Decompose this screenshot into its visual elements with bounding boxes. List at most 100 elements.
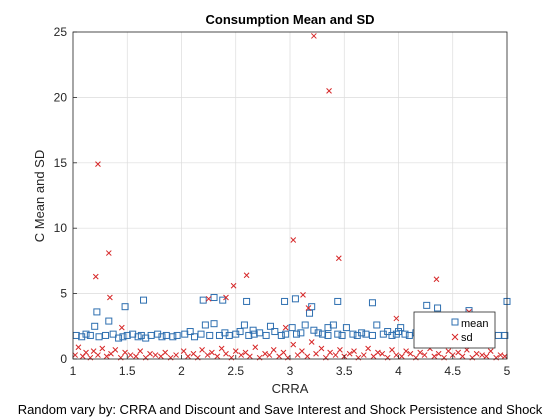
data-point-mean [373, 321, 381, 329]
data-point-mean [324, 331, 332, 339]
data-point-sd [218, 345, 225, 352]
data-point-mean [210, 320, 218, 328]
data-point-sd [118, 324, 125, 331]
legend-sd-marker [451, 333, 459, 341]
data-point-mean [245, 331, 253, 339]
data-point-sd [308, 339, 315, 345]
data-point-mean [349, 330, 357, 338]
data-point-sd [417, 349, 424, 356]
data-point-mean [121, 303, 129, 311]
axis-ticks: 1 1.5 2 2.5 3 3.5 4 4.5 5 0 5 10 15 20 25 [54, 25, 511, 378]
data-point-mean [249, 326, 257, 334]
data-point-mean [262, 331, 270, 339]
data-point-mean [501, 331, 509, 339]
data-point-sd [280, 349, 287, 356]
data-point-sd [162, 349, 169, 356]
data-point-mean [93, 308, 101, 316]
data-point-sd [483, 353, 490, 360]
data-point-sd [83, 349, 89, 356]
data-point-sd [421, 352, 428, 358]
legend-mean-marker [451, 318, 459, 326]
data-point-sd [223, 294, 229, 301]
data-point-mean [225, 331, 233, 339]
x-tick-label: 2.5 [227, 364, 244, 378]
data-point-sd [393, 352, 400, 358]
y-tick-label: 15 [54, 156, 68, 170]
data-point-sd [199, 346, 205, 353]
data-point-sd [318, 345, 325, 352]
data-point-sd [393, 315, 400, 322]
data-point-mean [82, 330, 90, 338]
data-point-sd [473, 350, 480, 357]
data-point-sd [435, 350, 442, 357]
y-tick-label: 5 [60, 287, 67, 301]
y-tick-label: 20 [54, 90, 68, 104]
data-point-mean [256, 329, 264, 337]
data-point-mean [397, 324, 405, 332]
data-point-mean [384, 328, 392, 336]
data-point-sd [173, 352, 179, 358]
data-point-sd [107, 294, 113, 301]
data-point-sd [270, 346, 277, 353]
data-point-sd [92, 273, 99, 280]
data-point-sd [351, 348, 357, 355]
data-point-mean [186, 328, 194, 336]
data-point-mean [119, 333, 127, 341]
data-point-mean [301, 321, 309, 329]
data-point-sd [290, 237, 297, 243]
data-point-sd [75, 344, 82, 351]
data-point-sd [266, 352, 273, 358]
data-point-sd [209, 349, 215, 356]
data-point-sd [95, 161, 101, 167]
data-point-mean [388, 331, 396, 339]
y-tick-label: 10 [54, 221, 68, 235]
data-point-sd [238, 352, 245, 358]
data-point-mean [293, 330, 301, 338]
data-point-mean [206, 331, 214, 339]
data-point-sd [247, 353, 253, 360]
data-point-mean [105, 317, 113, 325]
data-point-sd [431, 353, 438, 360]
x-tick-label: 3.5 [336, 364, 353, 378]
data-point-mean [291, 295, 299, 303]
data-point-sd [360, 352, 367, 358]
data-point-sd [262, 350, 268, 357]
data-point-sd [214, 353, 221, 360]
data-point-mean [297, 329, 305, 337]
x-tick-label: 3 [287, 364, 294, 378]
data-point-sd [305, 305, 312, 311]
data-point-sd [332, 352, 339, 358]
data-point-sd [180, 348, 187, 355]
data-point-mean [362, 330, 370, 338]
legend-box [413, 311, 496, 349]
data-point-mean [243, 297, 251, 305]
data-point-sd [133, 353, 139, 360]
data-point-mean [169, 333, 177, 341]
data-point-mean [395, 328, 402, 336]
data-point-mean [314, 329, 322, 337]
data-point-sd [497, 352, 504, 358]
y-axis-label: C Mean and SD [32, 150, 47, 243]
data-point-mean [266, 322, 274, 330]
data-point-sd [487, 348, 494, 355]
data-point-sd [95, 352, 101, 358]
data-point-sd [230, 282, 237, 289]
data-point-mean [306, 309, 314, 317]
data-point-mean [173, 331, 181, 339]
data-point-sd [326, 88, 332, 94]
data-point-mean [240, 321, 248, 329]
data-point-mean [342, 324, 350, 332]
data-point-sd [300, 292, 306, 298]
data-point-mean [271, 328, 279, 336]
data-point-sd [232, 348, 239, 355]
data-point-mean [109, 330, 117, 338]
data-point-sd [223, 350, 229, 357]
legend-mean-label: mean [461, 318, 489, 330]
data-point-sd [304, 353, 311, 360]
data-point-sd [290, 341, 297, 348]
footnote: Random vary by: CRRA and Discount and Sa… [18, 402, 543, 417]
data-point-mean [210, 294, 218, 302]
x-tick-label: 1.5 [119, 364, 136, 378]
data-point-sd [501, 353, 508, 360]
